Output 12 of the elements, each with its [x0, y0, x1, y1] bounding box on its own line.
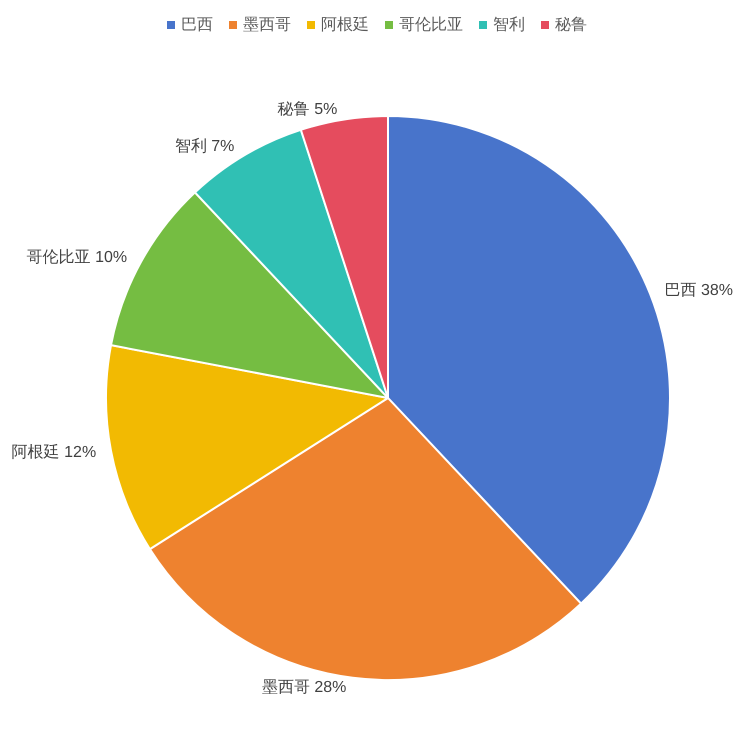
legend-label: 阿根廷 — [321, 16, 369, 34]
legend-label: 墨西哥 — [243, 16, 291, 34]
category-label: 阿根廷 12% — [12, 444, 96, 462]
legend-label: 智利 — [493, 16, 525, 34]
category-label: 哥伦比亚 10% — [26, 248, 128, 266]
legend-label: 秘鲁 — [555, 16, 587, 34]
category-label: 巴西 38% — [664, 282, 733, 300]
category-label: 墨西哥 28% — [262, 679, 346, 696]
legend-label: 巴西 — [181, 16, 213, 34]
legend-label: 哥伦比亚 — [399, 16, 463, 34]
category-label: 智利 7% — [174, 138, 234, 156]
category-label: 秘鲁 5% — [278, 101, 338, 118]
